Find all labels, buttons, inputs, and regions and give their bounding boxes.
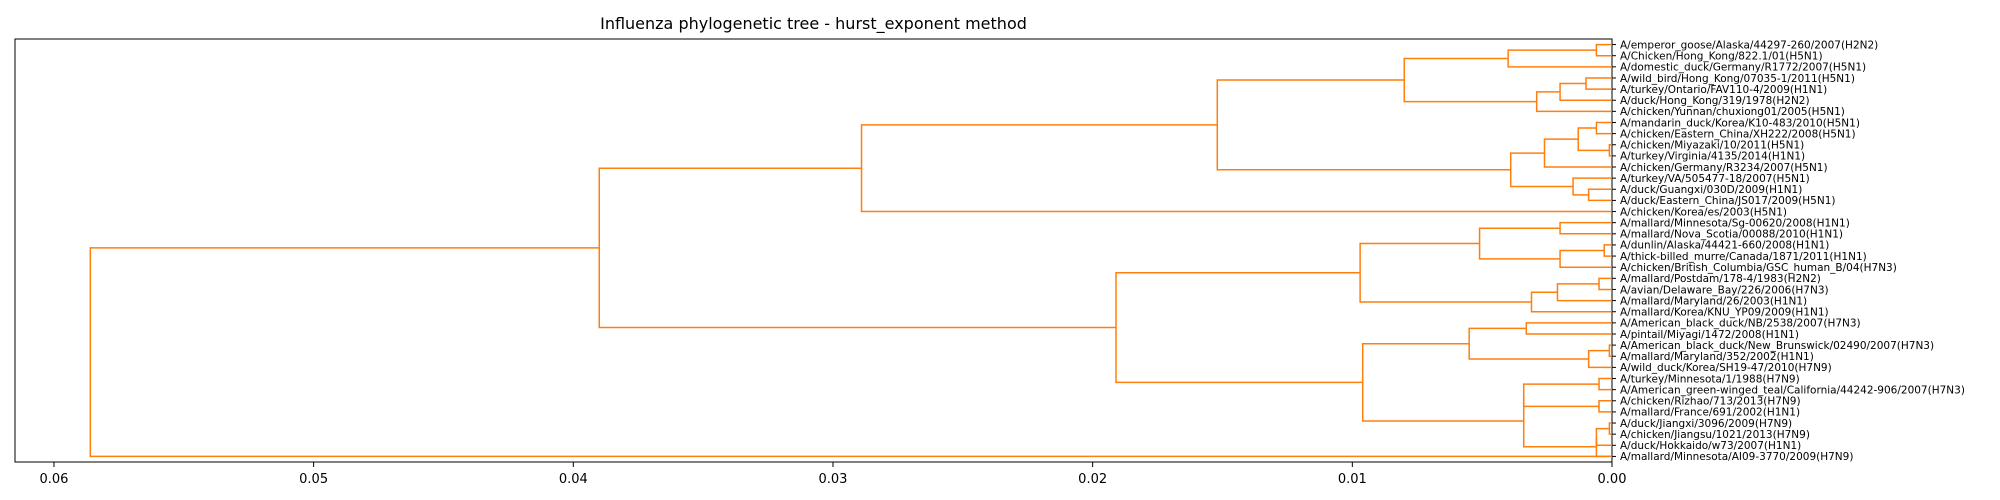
leaf-label: A/duck/Guangxi/030D/2009(H1N1)	[1620, 184, 1802, 196]
leaf-label: A/duck/Hokkaido/w73/2007(H1N1)	[1620, 440, 1801, 452]
tree-link	[1522, 383, 1600, 408]
leaf-labels: A/emperor_goose/Alaska/44297-260/2007(H2…	[1612, 39, 1965, 463]
tree-link	[1595, 121, 1612, 135]
tree-link	[1585, 77, 1612, 90]
tree-link	[1468, 327, 1589, 360]
leaf-label: A/duck/Eastern_China/JS017/2009(H5N1)	[1620, 195, 1835, 207]
tree-link	[1115, 272, 1363, 384]
tree-link	[1522, 395, 1597, 448]
x-axis: 0.06 0.05 0.04 0.03 0.02 0.01 0.00	[39, 462, 1626, 487]
x-tick-label: 0.02	[1078, 472, 1107, 487]
leaf-label: A/chicken/Jiangsu/1021/2013(H7N9)	[1620, 429, 1810, 441]
tree-link	[1559, 82, 1612, 101]
plot-frame	[14, 38, 1613, 463]
leaf-label: A/avian/Delaware_Bay/226/2006(H7N3)	[1620, 284, 1829, 296]
tree-link	[1595, 436, 1612, 458]
tree-link	[598, 167, 1117, 329]
leaf-label: A/mandarin_duck/Korea/K10-483/2010(H5N1)	[1620, 117, 1860, 129]
tree-link	[1572, 177, 1612, 196]
leaf-label: A/mallard/Postdam/178-4/1983(H2N2)	[1620, 273, 1821, 285]
tree-link	[1577, 127, 1610, 152]
x-tick-label: 0.03	[818, 472, 847, 487]
leaf-label: A/duck/Jiangxi/3096/2009(H7N9)	[1620, 418, 1792, 430]
leaf-label: A/mallard/Maryland/352/2002(H1N1)	[1620, 351, 1814, 363]
leaf-label: A/chicken/Germany/R3234/2007(H5N1)	[1620, 162, 1828, 174]
leaf-label: A/turkey/Minnesota/1/1988(H7N9)	[1620, 373, 1800, 385]
leaf-label: A/emperor_goose/Alaska/44297-260/2007(H2…	[1620, 39, 1878, 51]
leaf-label: A/chicken/Miyazaki/10/2011(H5N1)	[1620, 140, 1804, 152]
tree-link	[1530, 291, 1612, 313]
tree-link	[1478, 227, 1561, 260]
tree-link	[1556, 283, 1612, 302]
leaf-label: A/turkey/VA/505477-18/2007(H5N1)	[1620, 173, 1810, 185]
tree-link	[1587, 349, 1612, 369]
x-tick-label: 0.05	[299, 472, 328, 487]
tree-link	[1361, 342, 1524, 422]
leaf-label: A/duck/Hong_Kong/319/1978(H2N2)	[1620, 95, 1810, 107]
leaf-label: A/pintail/Miyagi/1472/2008(H1N1)	[1620, 329, 1799, 341]
tree-link	[89, 247, 1612, 458]
leaf-label: A/American_black_duck/New_Brunswick/0249…	[1620, 340, 1934, 352]
leaf-label: A/mallard/Maryland/26/2003(H1N1)	[1620, 295, 1807, 307]
leaf-label: A/chicken/Eastern_China/XH222/2008(H5N1)	[1620, 128, 1856, 140]
x-tick-label: 0.01	[1338, 472, 1367, 487]
tree-link	[1559, 221, 1612, 235]
leaf-label: A/American_black_duck/NB/2538/2007(H7N3)	[1620, 318, 1861, 330]
tree-link	[860, 124, 1612, 213]
tree-link	[1525, 322, 1612, 335]
tree-link	[1509, 152, 1574, 188]
tree-link	[1603, 244, 1612, 257]
leaf-label: A/turkey/Ontario/FAV110-4/2009(H1N1)	[1620, 84, 1827, 96]
tree-link	[1598, 277, 1612, 291]
leaf-label: A/chicken/Rizhao/713/2013(H7N9)	[1620, 396, 1801, 408]
tree-links	[89, 43, 1612, 458]
tree-link	[1595, 43, 1612, 57]
leaf-label: A/turkey/Virginia/4135/2014(H1N1)	[1620, 151, 1805, 163]
leaf-label: A/mallard/Minnesota/Sg-00620/2008(H1N1)	[1620, 217, 1850, 229]
x-tick-label: 0.04	[559, 472, 588, 487]
leaf-label: A/chicken/Korea/es/2003(H5N1)	[1620, 206, 1787, 218]
chart-title: Influenza phylogenetic tree - hurst_expo…	[600, 14, 1027, 34]
leaf-label: A/chicken/Yunnan/chuxiong01/2005(H5N1)	[1620, 106, 1845, 118]
x-tick-label: 0.00	[1598, 472, 1627, 487]
tree-link	[1598, 400, 1612, 413]
leaf-label: A/chicken/British_Columbia/GSC_human_B/0…	[1620, 262, 1897, 274]
tree-link	[1403, 57, 1537, 103]
tree-link	[1535, 91, 1612, 113]
leaf-label: A/thick-billed_murre/Canada/1871/2011(H1…	[1620, 251, 1867, 263]
tree-link	[1216, 79, 1511, 171]
leaf-label: A/Chicken/Hong_Kong/822.1/01(H5N1)	[1620, 50, 1823, 62]
leaf-label: A/wild_bird/Hong_Kong/07035-1/2011(H5N1)	[1620, 73, 1855, 85]
leaf-label: A/mallard/Korea/KNU_YP09/2009(H1N1)	[1620, 307, 1829, 319]
leaf-label: A/mallard/Nova_Scotia/00088/2010(H1N1)	[1620, 229, 1843, 241]
leaf-label: A/mallard/Minnesota/AI09-3770/2009(H7N9)	[1620, 451, 1853, 463]
leaf-label: A/mallard/France/691/2002(H1N1)	[1620, 407, 1800, 419]
tree-link	[1359, 242, 1532, 303]
leaf-label: A/dunlin/Alaska/44421-660/2008(H1N1)	[1620, 240, 1829, 252]
tree-link	[1587, 188, 1612, 202]
leaf-label: A/wild_duck/Korea/SH19-47/2010(H7N9)	[1620, 362, 1832, 374]
leaf-label: A/American_green-winged_teal/California/…	[1620, 384, 1965, 396]
tree-link	[1559, 249, 1612, 268]
leaf-label: A/domestic_duck/Germany/R1772/2007(H5N1)	[1620, 62, 1866, 74]
x-tick-label: 0.06	[39, 472, 68, 487]
tree-link	[1598, 377, 1612, 391]
